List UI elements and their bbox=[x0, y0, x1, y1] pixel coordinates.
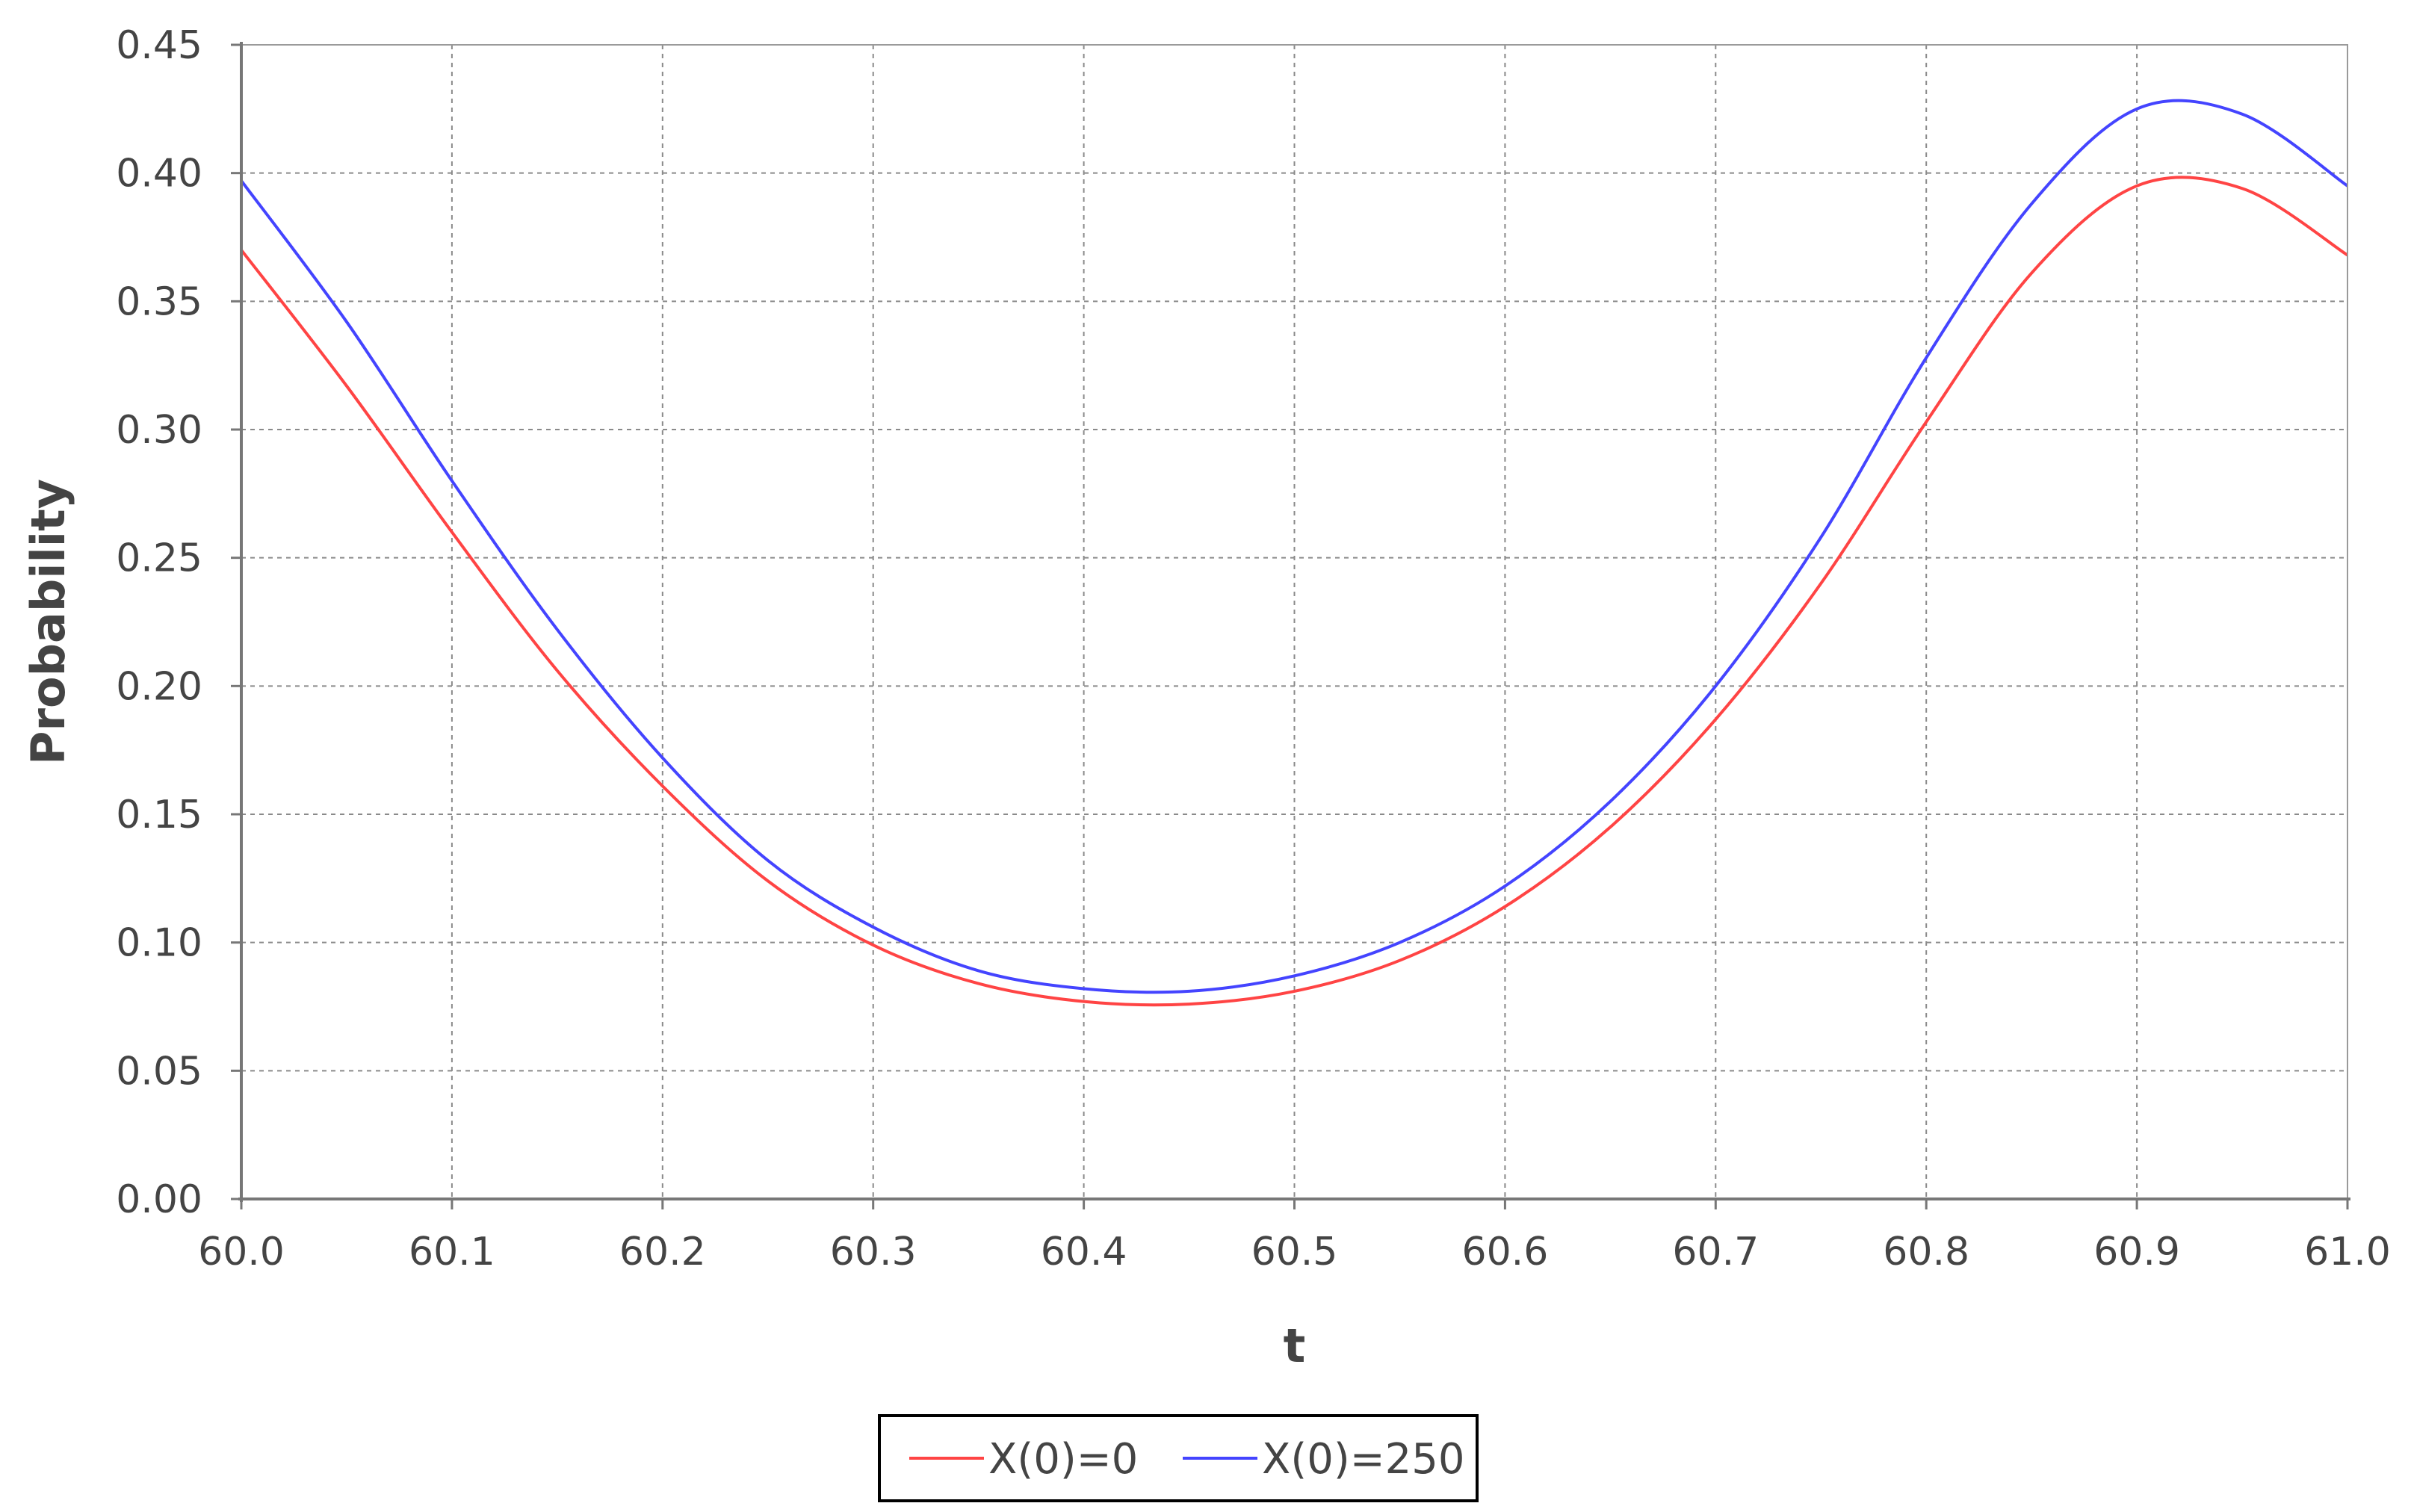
x-tick-label: 60.3 bbox=[830, 1230, 917, 1274]
y-tick-label: 0.05 bbox=[116, 1049, 202, 1094]
x-tick-label: 60.8 bbox=[1883, 1230, 1969, 1274]
x-tick-label: 60.2 bbox=[619, 1230, 706, 1274]
y-tick-label: 0.45 bbox=[116, 23, 202, 68]
legend-label-1: X(0)=0 bbox=[988, 1435, 1138, 1484]
series-layer bbox=[240, 99, 2349, 1007]
y-tick-label: 0.25 bbox=[116, 536, 202, 581]
series-line-2 bbox=[240, 99, 2349, 994]
x-axis-title: t bbox=[1284, 1319, 1306, 1373]
y-tick-label: 0.30 bbox=[116, 408, 202, 453]
x-axis-ticks: 60.0 60.1 60.2 60.3 60.4 60.5 60.6 60.7 60.8 60.9… bbox=[198, 1199, 2391, 1274]
x-tick-label: 60.7 bbox=[1672, 1230, 1759, 1274]
y-tick-label: 0.00 bbox=[116, 1177, 202, 1222]
y-tick-label: 0.20 bbox=[116, 664, 202, 709]
y-tick-label: 0.35 bbox=[116, 279, 202, 324]
x-tick-label: 60.6 bbox=[1462, 1230, 1549, 1274]
legend: X(0)=0 X(0)=250 bbox=[878, 1414, 1479, 1502]
series-line-1 bbox=[240, 176, 2349, 1007]
x-tick-label: 60.9 bbox=[2093, 1230, 2180, 1274]
legend-label-2: X(0)=250 bbox=[1262, 1435, 1465, 1484]
y-tick-label: 0.15 bbox=[116, 793, 202, 837]
y-tick-label: 0.40 bbox=[116, 152, 202, 196]
x-tick-label: 60.1 bbox=[409, 1230, 495, 1274]
x-tick-label: 60.5 bbox=[1251, 1230, 1338, 1274]
x-tick-label: 61.0 bbox=[2304, 1230, 2391, 1274]
y-tick-label: 0.10 bbox=[116, 921, 202, 966]
y-axis-title: Probability bbox=[21, 479, 75, 765]
x-tick-label: 60.4 bbox=[1041, 1230, 1127, 1274]
y-axis-ticks: 0.00 0.05 0.10 0.15 0.20 0.25 0.30 0.35 0.40 0.45 bbox=[116, 23, 241, 1222]
x-tick-label: 60.0 bbox=[198, 1230, 285, 1274]
